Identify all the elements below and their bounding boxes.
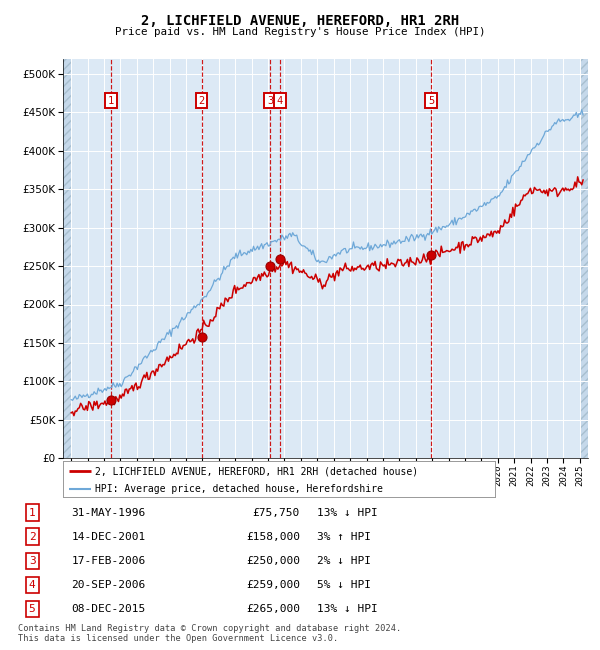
Text: 08-DEC-2015: 08-DEC-2015 xyxy=(71,604,146,614)
Text: HPI: Average price, detached house, Herefordshire: HPI: Average price, detached house, Here… xyxy=(95,484,383,495)
Text: 3% ↑ HPI: 3% ↑ HPI xyxy=(317,532,371,541)
Text: 13% ↓ HPI: 13% ↓ HPI xyxy=(317,508,377,517)
Text: 3: 3 xyxy=(29,556,35,566)
Bar xyxy=(580,58,588,458)
Text: 5: 5 xyxy=(428,96,434,106)
Text: £259,000: £259,000 xyxy=(246,580,300,590)
Text: This data is licensed under the Open Government Licence v3.0.: This data is licensed under the Open Gov… xyxy=(18,634,338,643)
Text: 17-FEB-2006: 17-FEB-2006 xyxy=(71,556,146,566)
Text: 1: 1 xyxy=(108,96,114,106)
Text: Contains HM Land Registry data © Crown copyright and database right 2024.: Contains HM Land Registry data © Crown c… xyxy=(18,624,401,633)
Text: 4: 4 xyxy=(29,580,35,590)
Text: £158,000: £158,000 xyxy=(246,532,300,541)
Bar xyxy=(63,58,71,458)
Text: 2, LICHFIELD AVENUE, HEREFORD, HR1 2RH: 2, LICHFIELD AVENUE, HEREFORD, HR1 2RH xyxy=(141,14,459,29)
Text: £75,750: £75,750 xyxy=(253,508,300,517)
Text: 1: 1 xyxy=(29,508,35,517)
Text: Price paid vs. HM Land Registry's House Price Index (HPI): Price paid vs. HM Land Registry's House … xyxy=(115,27,485,37)
Text: 3: 3 xyxy=(267,96,274,106)
Bar xyxy=(63,58,71,458)
Bar xyxy=(580,58,588,458)
Text: 14-DEC-2001: 14-DEC-2001 xyxy=(71,532,146,541)
Text: 2, LICHFIELD AVENUE, HEREFORD, HR1 2RH (detached house): 2, LICHFIELD AVENUE, HEREFORD, HR1 2RH (… xyxy=(95,467,419,476)
Text: £250,000: £250,000 xyxy=(246,556,300,566)
Text: 2% ↓ HPI: 2% ↓ HPI xyxy=(317,556,371,566)
Text: 13% ↓ HPI: 13% ↓ HPI xyxy=(317,604,377,614)
Text: 2: 2 xyxy=(199,96,205,106)
Text: £265,000: £265,000 xyxy=(246,604,300,614)
Text: 31-MAY-1996: 31-MAY-1996 xyxy=(71,508,146,517)
Text: 5% ↓ HPI: 5% ↓ HPI xyxy=(317,580,371,590)
Text: 20-SEP-2006: 20-SEP-2006 xyxy=(71,580,146,590)
Text: 2: 2 xyxy=(29,532,35,541)
Text: 4: 4 xyxy=(277,96,283,106)
Text: 5: 5 xyxy=(29,604,35,614)
